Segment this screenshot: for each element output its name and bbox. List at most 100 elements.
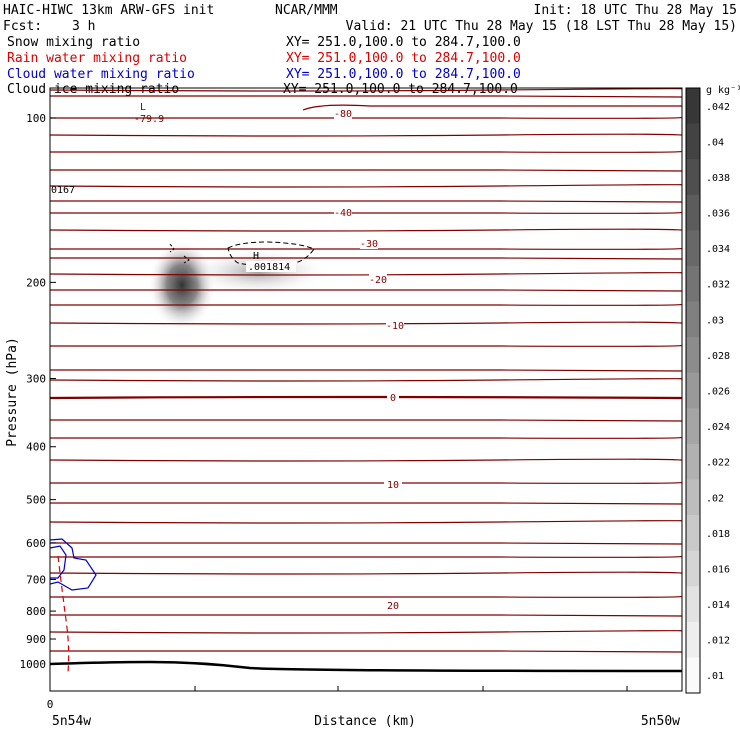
plot-frame: [49, 87, 683, 692]
isotherm-line: [50, 184, 682, 188]
low-value: -79.9: [134, 114, 164, 125]
colorbar-label: .016: [706, 564, 730, 575]
field-name-snow: Snow mixing ratio: [7, 35, 140, 50]
isotherm-line: [50, 458, 682, 462]
isotherm-line: [50, 168, 682, 172]
colorbar-swatch: [686, 621, 700, 658]
cloud-water-contour-outer: [50, 538, 97, 591]
left-edge-value: 0167: [51, 185, 75, 196]
x-end-label: 5n50w: [641, 714, 680, 729]
colorbar-swatch: [686, 479, 700, 516]
colorbar-label: .018: [706, 529, 730, 540]
y-tick-label: 900: [26, 633, 46, 646]
y-tick-label: 800: [26, 605, 46, 618]
isotherm-line: [50, 133, 682, 137]
valid-time: Valid: 21 UTC Thu 28 May 15 (18 LST Thu …: [346, 19, 737, 34]
colorbar-label: .032: [706, 280, 730, 291]
colorbar-swatch: [686, 301, 700, 338]
colorbar-label: .01: [706, 671, 724, 682]
field-name-cloud-water: Cloud water mixing ratio: [7, 67, 195, 82]
colorbar-label: .03: [706, 315, 724, 326]
chart-title: HAIC-HIWC 13km ARW-GFS init: [3, 3, 214, 18]
isotherm-line: [50, 571, 682, 575]
y-tick-label: 500: [26, 494, 46, 507]
isotherm-line: [50, 321, 682, 325]
colorbar-label: .028: [706, 351, 730, 362]
cloud-ice-fragment-2: [183, 255, 190, 264]
low-marker: L: [140, 102, 146, 113]
isotherm-label: 0: [390, 393, 396, 404]
isotherm-line: [50, 288, 682, 292]
y-tick-label: 200: [26, 276, 46, 289]
isotherm-line: [50, 228, 682, 232]
isotherm-line: [50, 211, 682, 214]
isotherm-labels: -80 -40 -30 -20 -10 0 10 20: [334, 107, 404, 612]
colorbar-label: .02: [706, 493, 724, 504]
y-tick-label: 700: [26, 573, 46, 586]
isotherm-line: [50, 378, 682, 382]
isotherm-line: [50, 595, 682, 598]
plot-area: [50, 88, 682, 673]
isotherm-line: [50, 272, 682, 276]
y-axis: 100 200 300 400 500 600 700 800 900 1000: [20, 112, 56, 671]
isotherm-line: [50, 541, 682, 545]
isotherm-line: [50, 368, 682, 372]
colorbar-label: .026: [706, 387, 730, 398]
isotherm-line: [50, 94, 682, 98]
y-tick-label: 600: [26, 537, 46, 550]
colorbar-label: .022: [706, 458, 730, 469]
isotherm-line: [50, 303, 682, 306]
isotherm-line: [50, 418, 682, 422]
terrain-surface: [50, 660, 682, 673]
field-xy-cloud-water: XY= 251.0,100.0 to 284.7,100.0: [286, 67, 521, 82]
colorbar-label: .038: [706, 173, 730, 184]
cloud-ice-fragment-1: [169, 243, 175, 253]
colorbar-swatch: [686, 88, 700, 125]
colorbar-swatch: [686, 337, 700, 374]
y-tick-label: 1000: [20, 658, 47, 671]
init-time: Init: 18 UTC Thu 28 May 15: [534, 3, 738, 18]
field-xy-cloud-ice: XY= 251.0,100.0 to 284.7,100.0: [283, 82, 518, 97]
isotherm-label: 20: [387, 601, 399, 612]
isotherm-minus80: [302, 104, 682, 111]
isotherm-line: [50, 555, 682, 558]
forecast-label: Fcst:: [3, 19, 42, 34]
colorbar-label: .042: [706, 102, 730, 113]
cloud-water-contour-inner: [50, 545, 67, 579]
isotherm-line: [50, 649, 682, 653]
colorbar-swatch: [686, 408, 700, 445]
isotherm-line: [50, 247, 682, 250]
forecast-value: 3 h: [72, 19, 95, 34]
colorbar-label: .024: [706, 422, 730, 433]
org-label: NCAR/MMM: [275, 3, 338, 18]
x-axis: [49, 686, 628, 691]
colorbar-label: .012: [706, 636, 730, 647]
y-axis-title: Pressure (hPa): [5, 337, 20, 447]
y-tick-label: 400: [26, 441, 46, 454]
isotherm-line: [50, 199, 682, 203]
isotherm-line: [50, 344, 682, 347]
x-axis-title: Distance (km): [314, 714, 416, 729]
field-name-rain: Rain water mixing ratio: [7, 51, 187, 66]
colorbar-swatch: [686, 265, 700, 303]
x-start-label: 5n54w: [52, 714, 91, 729]
temperature-isotherms: [50, 88, 682, 653]
field-xy-rain: XY= 251.0,100.0 to 284.7,100.0: [286, 51, 521, 66]
field-name-cloud-ice: Cloud ice mixing ratio: [7, 82, 179, 97]
colorbar-swatch: [686, 123, 700, 160]
isotherm-label: 10: [387, 480, 399, 491]
high-marker: H: [253, 251, 259, 262]
isotherm-line: [50, 481, 682, 484]
isotherm-line: [50, 256, 682, 260]
isotherm-line: [50, 630, 682, 634]
x-zero-label: 0: [47, 698, 54, 711]
zero-isotherm: [50, 395, 682, 400]
colorbar-swatch: [686, 515, 700, 552]
isotherm-label: -20: [369, 275, 387, 286]
isotherm-label: -10: [386, 321, 404, 332]
y-tick-label: 300: [26, 373, 46, 386]
isotherm-line: [50, 436, 682, 439]
colorbar: .042 .04 .038 .036 .034 .032 .03 .028 .026 .024 .0…: [685, 87, 730, 694]
colorbar-swatch: [686, 230, 700, 267]
